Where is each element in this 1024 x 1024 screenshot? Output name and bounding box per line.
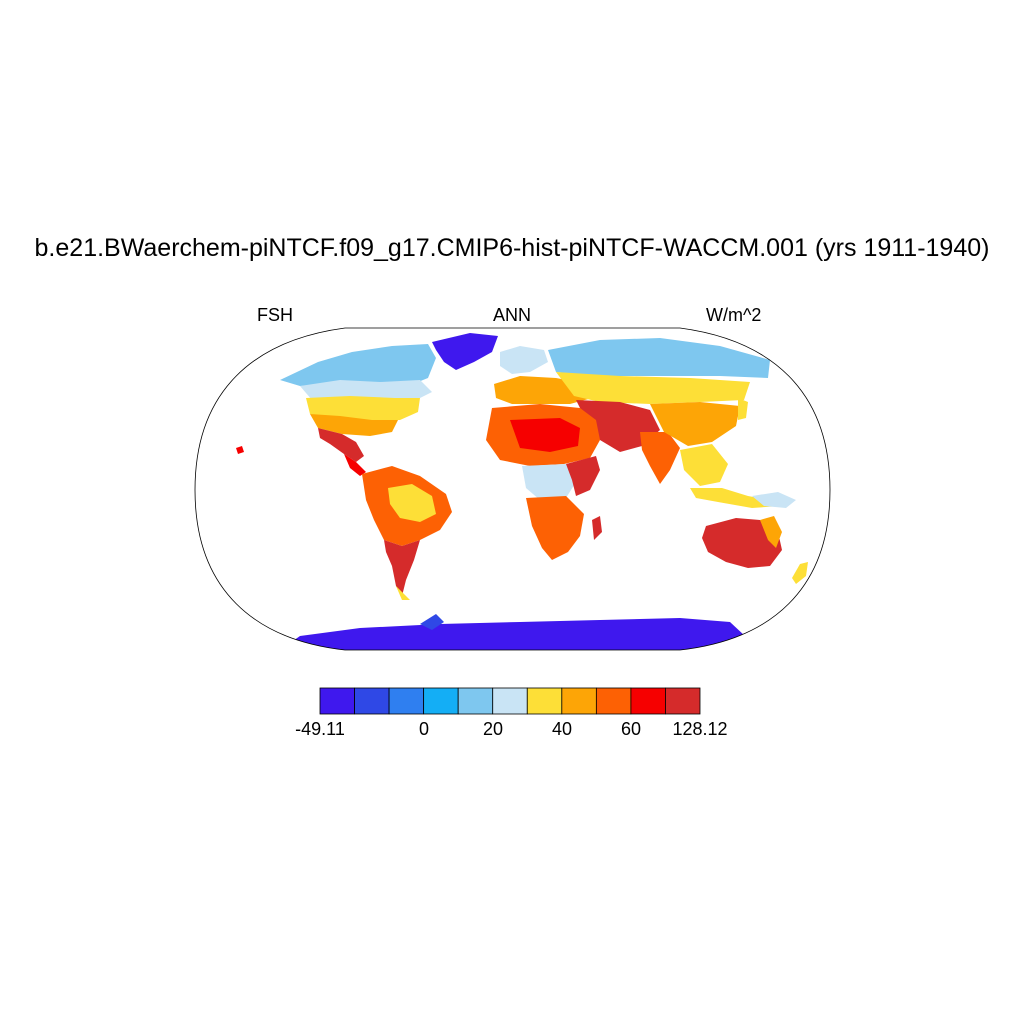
colorbar-box xyxy=(354,687,390,715)
center-string: ANN xyxy=(492,305,531,325)
amazon xyxy=(388,484,436,522)
new-guinea xyxy=(752,492,796,508)
central-america xyxy=(344,454,366,476)
north-america-south xyxy=(310,414,398,436)
australia-east xyxy=(760,516,782,548)
map-boundary xyxy=(194,327,831,651)
japan xyxy=(738,398,748,420)
north-america-boreal xyxy=(300,380,432,402)
colorbar-box xyxy=(319,687,355,715)
southeast-asia xyxy=(680,444,728,486)
colorbar-box xyxy=(457,687,494,715)
colorbar-tick-label: 40 xyxy=(551,719,573,739)
east-africa xyxy=(566,456,600,496)
colorbar-box xyxy=(561,687,597,715)
sahara-core xyxy=(510,418,580,452)
left-string: FSH xyxy=(257,305,293,325)
land-layer xyxy=(236,333,808,650)
southern-africa xyxy=(526,496,584,560)
colorbar xyxy=(319,687,701,715)
new-zealand xyxy=(792,562,808,584)
colorbar-box xyxy=(526,687,563,715)
colorbar-box xyxy=(630,687,666,715)
north-america-mid xyxy=(306,396,420,420)
colorbar-tick-label: -49.11 xyxy=(295,719,345,739)
colorbar-tick-label: 0 xyxy=(418,719,430,739)
plot-title: b.e21.BWaerchem-piNTCF.f09_g17.CMIP6-his… xyxy=(34,234,990,262)
greenland xyxy=(432,333,498,370)
colorbar-box xyxy=(388,687,425,715)
south-america-south xyxy=(384,540,420,596)
china xyxy=(650,402,740,446)
antarctic-peninsula xyxy=(420,614,444,630)
colorbar-tick-label: 60 xyxy=(620,719,642,739)
antarctica xyxy=(280,618,760,650)
colorbar-tick-label: 20 xyxy=(482,719,504,739)
mexico xyxy=(318,428,364,462)
patagonia xyxy=(396,586,410,600)
madagascar xyxy=(592,516,602,540)
colorbar-box xyxy=(423,687,459,715)
colorbar-box xyxy=(665,687,701,715)
right-string: W/m^2 xyxy=(706,305,762,325)
middle-east xyxy=(576,400,660,452)
central-africa xyxy=(522,464,576,500)
colorbar-box xyxy=(595,687,632,715)
australia xyxy=(702,518,782,568)
north-america-arctic xyxy=(280,344,436,386)
central-asia xyxy=(556,372,750,404)
colorbar-tick-label: 128.12 xyxy=(672,719,728,739)
siberia xyxy=(548,338,770,378)
scandinavia xyxy=(500,346,548,374)
colorbar-box xyxy=(492,687,528,715)
hawaii xyxy=(236,446,244,454)
indonesia xyxy=(690,488,780,508)
india xyxy=(640,432,680,484)
